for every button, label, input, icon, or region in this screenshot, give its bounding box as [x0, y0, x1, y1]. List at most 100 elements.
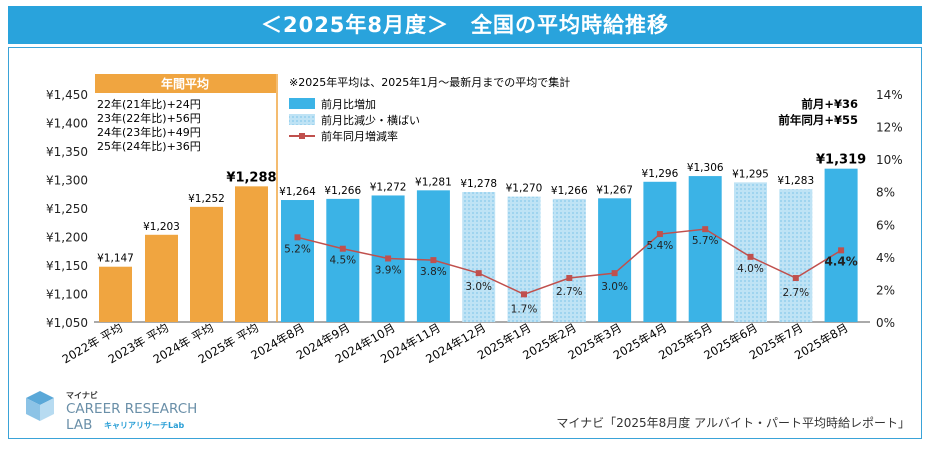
- annual-box-line-4: 25年(24年比)+36円: [97, 139, 201, 153]
- chart-note: ※2025年平均は、2025年1月～最新月までの平均で集計: [289, 75, 570, 89]
- yoy-value-label: 5.4%: [647, 240, 674, 252]
- left-tick-label: ¥1,300: [46, 174, 88, 188]
- logo-line2: LAB: [66, 417, 92, 433]
- annual-bar-value-label: ¥1,252: [188, 193, 225, 205]
- legend-yoy-marker: [299, 133, 305, 139]
- annual-bar-value-label: ¥1,147: [97, 253, 134, 265]
- right-tick-label: 6%: [876, 218, 895, 232]
- right-tick-label: 12%: [876, 121, 903, 135]
- monthly-bar-value-label: ¥1,281: [415, 176, 452, 188]
- monthly-bar-value-label: ¥1,296: [642, 168, 679, 180]
- yoy-marker: [702, 226, 709, 233]
- yoy-marker: [611, 270, 618, 277]
- left-tick-label: ¥1,400: [46, 117, 88, 131]
- yoy-value-label: 3.8%: [420, 266, 447, 278]
- yoy-marker: [339, 245, 346, 252]
- annual-box-header: [95, 74, 276, 93]
- legend-decrease-swatch: [289, 114, 315, 125]
- left-tick-label: ¥1,100: [46, 288, 88, 302]
- monthly-bar-value-label: ¥1,295: [732, 168, 769, 180]
- chart-panel: [8, 47, 922, 439]
- yoy-marker: [430, 257, 437, 264]
- monthly-bar-value-label: ¥1,283: [777, 175, 814, 187]
- monthly-bar: [507, 196, 541, 322]
- monthly-bar-value-label: ¥1,264: [279, 186, 316, 198]
- summary-prev-year: 前年同月+¥55: [778, 113, 858, 127]
- yoy-value-label: 2.7%: [556, 286, 583, 298]
- monthly-bar: [416, 190, 450, 322]
- legend-increase-label: 前月比増加: [321, 97, 376, 111]
- annual-bar-value-label: ¥1,288: [226, 170, 276, 185]
- monthly-bar: [824, 168, 858, 322]
- annual-bar-value-label: ¥1,203: [143, 221, 180, 233]
- yoy-marker: [521, 291, 527, 298]
- legend-decrease-label: 前月比減少・横ばい: [321, 113, 420, 127]
- yoy-marker: [747, 253, 754, 260]
- right-tick-label: 0%: [876, 316, 895, 330]
- right-tick-label: 14%: [876, 88, 903, 102]
- logo-sub: キャリアリサーチLab: [104, 421, 184, 430]
- yoy-value-label: 3.0%: [465, 281, 492, 293]
- yoy-marker: [656, 231, 663, 238]
- monthly-bar-value-label: ¥1,272: [370, 181, 407, 193]
- annual-box-line-1: 22年(21年比)+24円: [97, 97, 201, 111]
- yoy-value-label: 4.5%: [329, 255, 356, 267]
- monthly-bar: [326, 198, 360, 322]
- monthly-bar-value-label: ¥1,266: [551, 185, 588, 197]
- left-tick-label: ¥1,150: [46, 259, 88, 273]
- annual-bar: [145, 234, 178, 322]
- yoy-marker: [566, 275, 573, 282]
- monthly-bar-value-label: ¥1,319: [816, 153, 866, 168]
- yoy-value-label: 5.7%: [692, 235, 719, 247]
- annual-box-line-2: 23年(22年比)+56円: [97, 111, 201, 125]
- summary-prev-month: 前月+¥36: [801, 97, 858, 111]
- monthly-bar-value-label: ¥1,266: [324, 185, 361, 197]
- yoy-marker: [475, 270, 482, 277]
- monthly-bar-value-label: ¥1,270: [506, 183, 543, 195]
- yoy-marker: [385, 255, 392, 262]
- yoy-value-label: 4.4%: [824, 254, 857, 268]
- monthly-bar: [552, 198, 586, 322]
- yoy-marker: [294, 234, 301, 241]
- monthly-bar-value-label: ¥1,306: [687, 162, 724, 174]
- monthly-bar: [734, 182, 767, 322]
- right-tick-label: 2%: [876, 283, 895, 297]
- monthly-bar: [688, 176, 722, 322]
- logo-line1: CAREER RESEARCH: [66, 401, 197, 417]
- yoy-value-label: 5.2%: [284, 243, 311, 255]
- monthly-bar-value-label: ¥1,267: [596, 184, 633, 196]
- yoy-value-label: 4.0%: [737, 263, 764, 275]
- yoy-value-label: 1.7%: [511, 303, 538, 315]
- monthly-bar: [598, 198, 632, 322]
- monthly-bar-value-label: ¥1,278: [460, 178, 497, 190]
- monthly-bar: [281, 200, 314, 322]
- chart-title: ＜2025年8月度＞ 全国の平均時給推移: [8, 6, 922, 44]
- left-tick-label: ¥1,450: [46, 88, 88, 102]
- left-tick-label: ¥1,250: [46, 202, 88, 216]
- logo-top-text: マイナビ: [66, 390, 98, 400]
- logo-cube-icon: マイナビ CAREER RESEARCH LAB キャリアリサーチLab: [26, 390, 197, 433]
- annual-bar: [235, 186, 268, 322]
- source-credit: マイナビ「2025年8月度 アルバイト・パート平均時給レポート」: [556, 416, 910, 430]
- annual-box-line-3: 24年(23年比)+49円: [97, 125, 201, 139]
- left-tick-label: ¥1,200: [46, 231, 88, 245]
- annual-bar: [190, 206, 223, 322]
- annual-box-header-text: 年間平均: [161, 76, 209, 91]
- yoy-value-label: 3.9%: [375, 264, 402, 276]
- monthly-bar: [779, 189, 813, 322]
- yoy-marker: [792, 275, 799, 282]
- career-research-lab-logo: マイナビ CAREER RESEARCH LAB キャリアリサーチLab: [22, 388, 222, 436]
- monthly-bar: [462, 192, 496, 322]
- left-tick-label: ¥1,350: [46, 145, 88, 159]
- annual-bar: [99, 266, 132, 322]
- right-tick-label: 4%: [876, 251, 895, 265]
- yoy-marker: [838, 247, 845, 254]
- yoy-value-label: 3.0%: [601, 281, 628, 293]
- right-tick-label: 8%: [876, 186, 895, 200]
- legend-increase-swatch: [289, 98, 315, 109]
- legend-yoy-label: 前年同月増減率: [321, 129, 398, 143]
- right-tick-label: 10%: [876, 153, 903, 167]
- yoy-value-label: 2.7%: [782, 287, 809, 299]
- monthly-bar: [643, 181, 677, 322]
